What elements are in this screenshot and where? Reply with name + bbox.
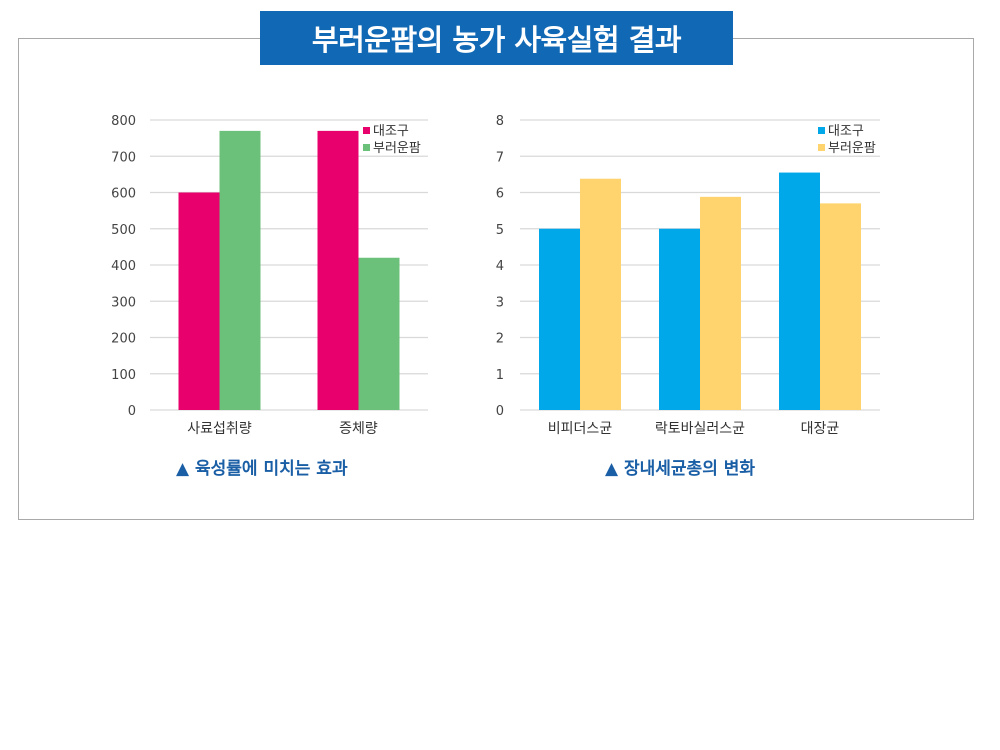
chart-2-y-tick-label: 6 bbox=[496, 187, 504, 202]
chart-2-bar-부러운팜-락토바실러스균 bbox=[700, 196, 741, 410]
chart-2-y-tick-label: 8 bbox=[496, 114, 504, 129]
chart-1-bar-부러운팜-사료섭취량 bbox=[219, 130, 261, 410]
chart-1-y-tick-label: 300 bbox=[111, 295, 136, 310]
chart-1-y-tick-label: 200 bbox=[111, 332, 136, 347]
chart-2-bar-부러운팜-비피더스균 bbox=[580, 178, 621, 410]
chart-1-y-tick-label: 800 bbox=[111, 114, 136, 129]
chart-1-bar-대조구-증체량 bbox=[317, 130, 359, 410]
chart-2-y-tick-label: 2 bbox=[496, 332, 504, 347]
chart-2-x-tick-label: 대장균 bbox=[801, 421, 840, 437]
chart-2-legend-label: 부러운팜 bbox=[828, 141, 876, 156]
chart-2-x-tick-label: 비피더스균 bbox=[548, 421, 613, 437]
chart-2-bar-대조구-대장균 bbox=[779, 172, 820, 410]
chart-2-bar-대조구-락토바실러스균 bbox=[659, 228, 700, 410]
chart-1-y-tick-label: 600 bbox=[111, 187, 136, 202]
chart-2-bar-부러운팜-대장균 bbox=[820, 203, 861, 410]
chart-2-y-tick-label: 1 bbox=[496, 368, 504, 383]
chart-1-legend-label: 대조구 bbox=[373, 124, 409, 139]
chart-2-y-tick-label: 3 bbox=[496, 295, 504, 310]
chart-1-bar-부러운팜-증체량 bbox=[358, 257, 400, 410]
chart-2-caption: ▲ 장내세균총의 변화 bbox=[605, 459, 756, 479]
chart-1-y-tick-label: 500 bbox=[111, 223, 136, 238]
chart-2-legend-swatch bbox=[818, 127, 825, 134]
chart-2-legend-swatch bbox=[818, 144, 825, 151]
chart-2-legend-label: 대조구 bbox=[828, 124, 864, 139]
chart-1-y-tick-label: 700 bbox=[111, 150, 136, 165]
chart-1-legend-swatch bbox=[363, 144, 370, 151]
chart-1-y-tick-label: 0 bbox=[128, 404, 136, 419]
chart-2-y-tick-label: 4 bbox=[496, 259, 504, 274]
chart-1-x-tick-label: 증체량 bbox=[339, 421, 378, 437]
chart-2-y-tick-label: 0 bbox=[496, 404, 504, 419]
chart-2-bar-대조구-비피더스균 bbox=[539, 228, 580, 410]
chart-2-y-tick-label: 7 bbox=[496, 150, 504, 165]
chart-1-x-tick-label: 사료섭취량 bbox=[187, 421, 252, 437]
chart-2-y-tick-label: 5 bbox=[496, 223, 504, 238]
chart-1-caption: ▲ 육성률에 미치는 효과 bbox=[176, 459, 348, 479]
chart-1-legend-swatch bbox=[363, 127, 370, 134]
chart-1-legend-label: 부러운팜 bbox=[373, 141, 421, 156]
chart-1-y-tick-label: 400 bbox=[111, 259, 136, 274]
chart-1-y-tick-label: 100 bbox=[111, 368, 136, 383]
chart-1-bar-대조구-사료섭취량 bbox=[178, 192, 220, 410]
page-title: 부러운팜의 농가 사육실험 결과 bbox=[260, 11, 733, 65]
chart-2-x-tick-label: 락토바실러스균 bbox=[655, 421, 745, 437]
